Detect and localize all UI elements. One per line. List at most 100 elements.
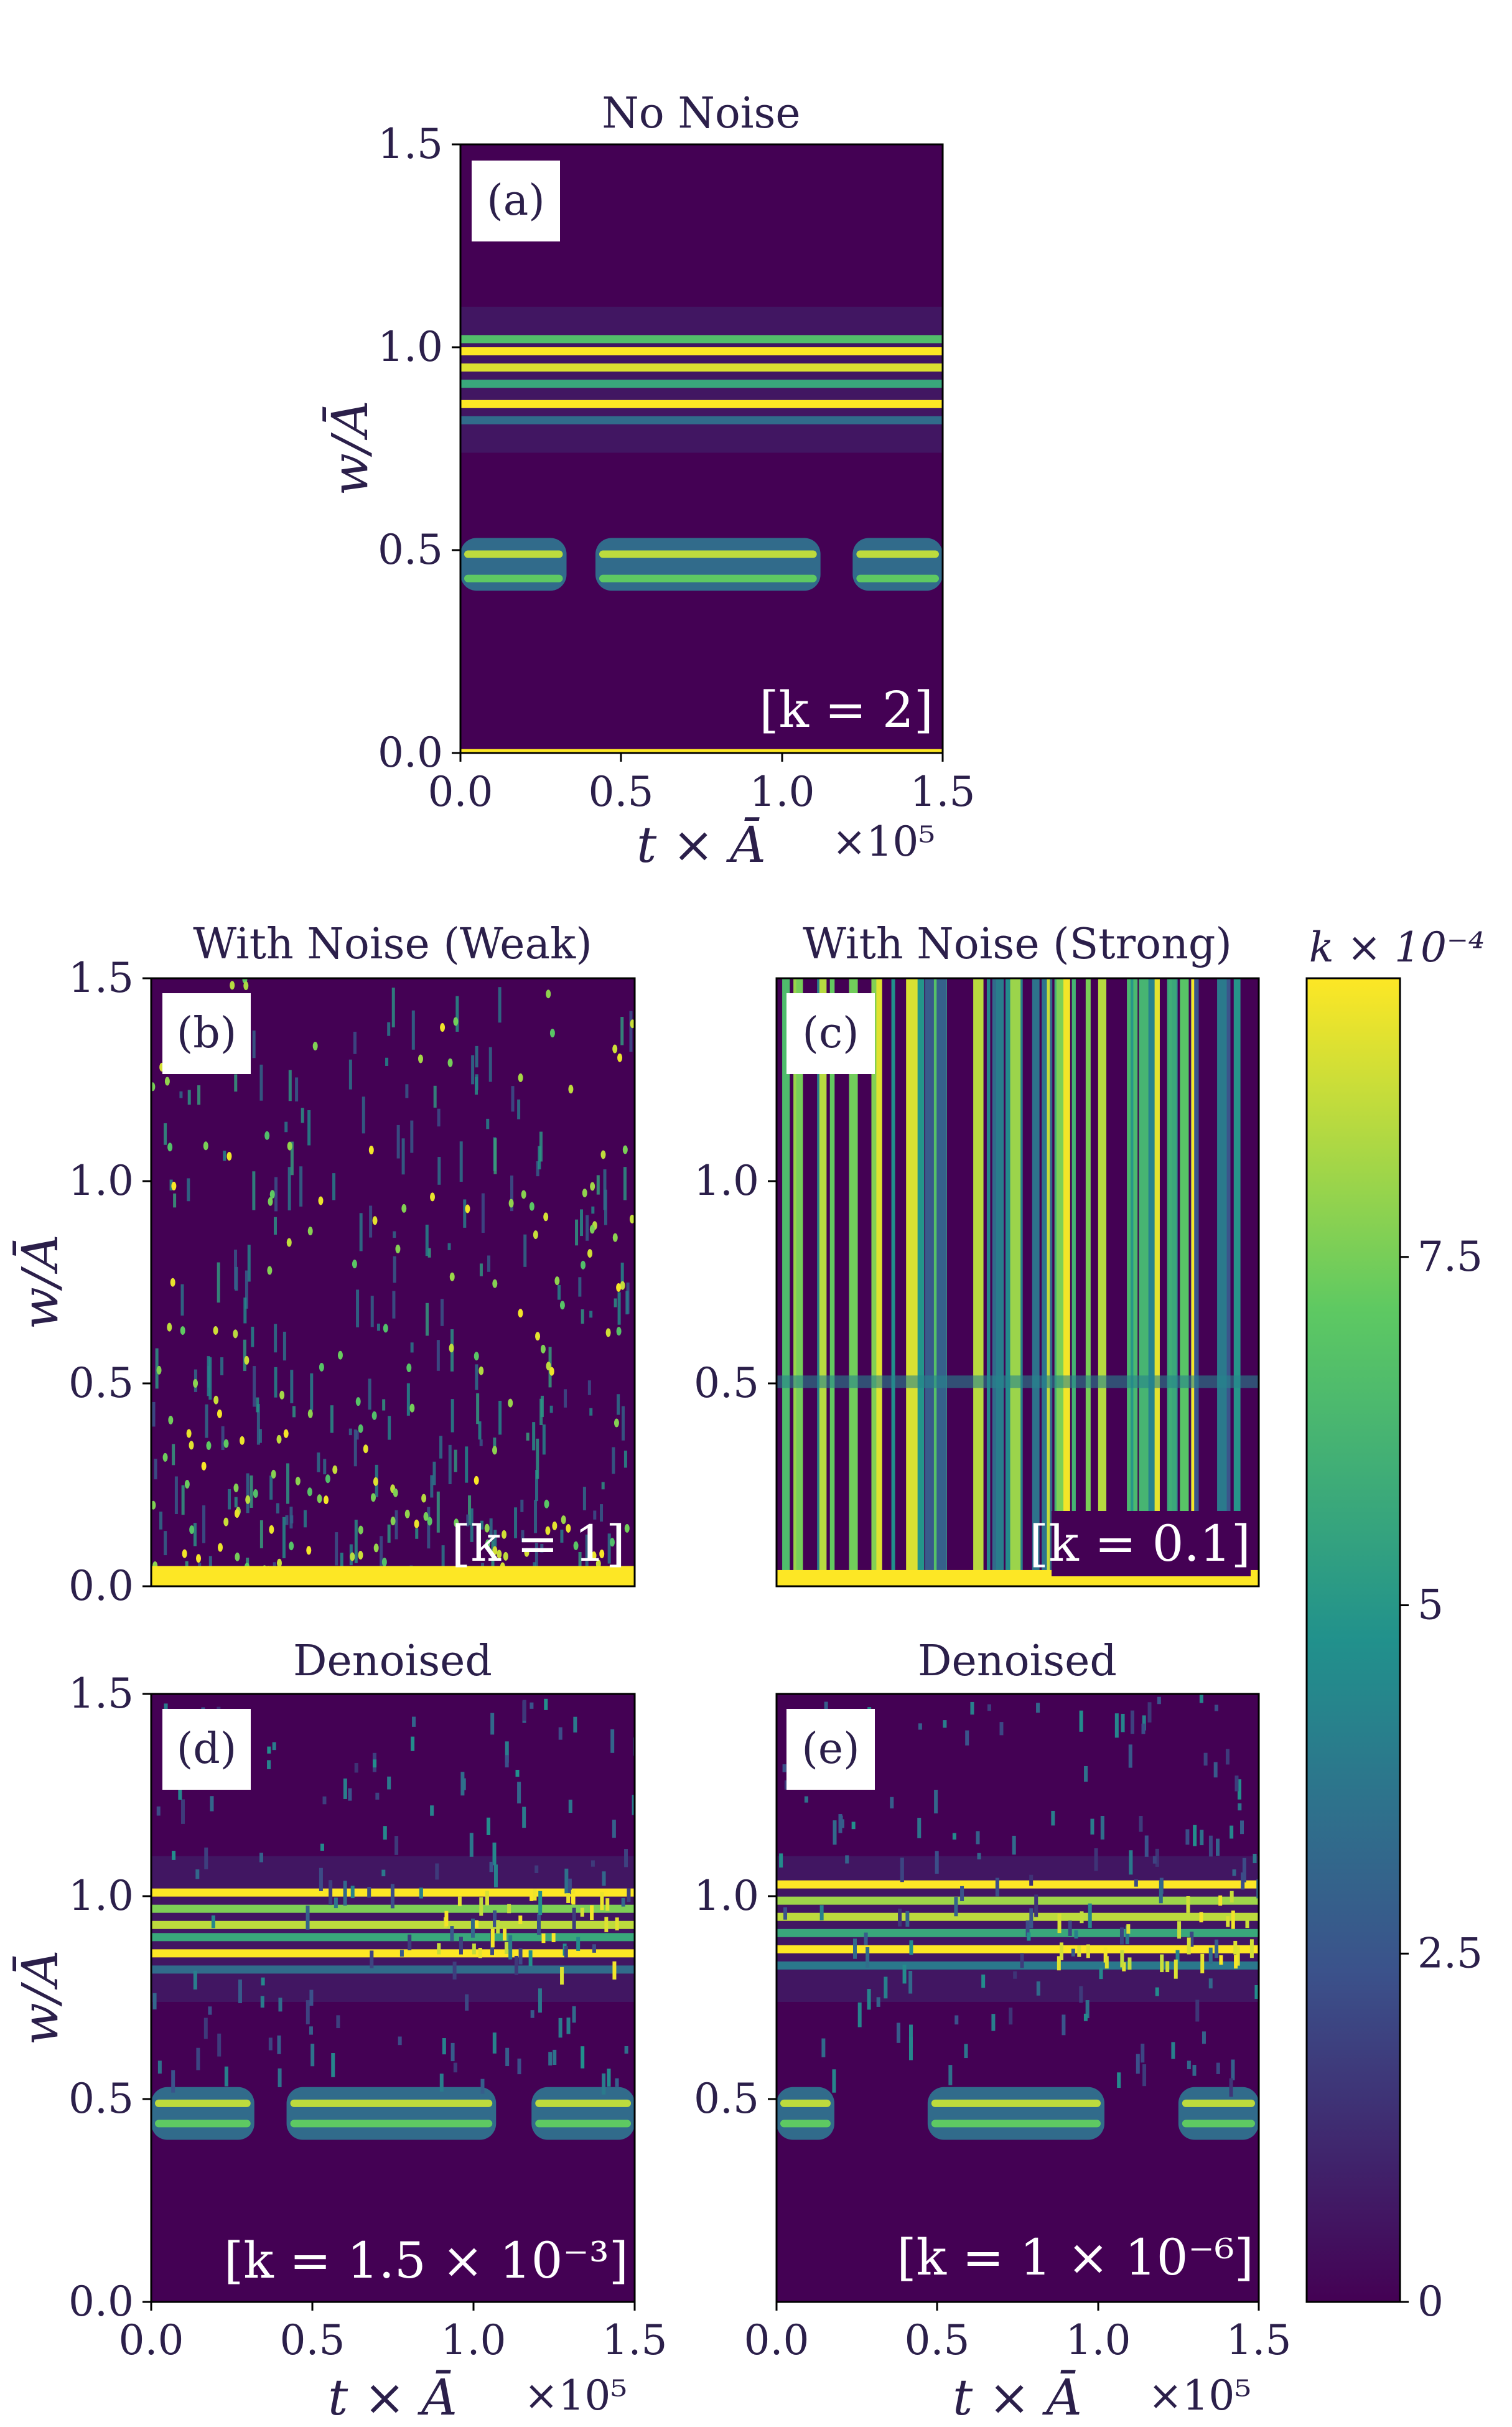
panel-e-noise-speck: [1203, 1752, 1208, 1766]
panel-d-noise-speck: [514, 1955, 518, 1975]
panel-b-noise-streak: [581, 1309, 584, 1324]
panel-b-noise-streak: [441, 1545, 445, 1576]
panel-b-noise-streak: [205, 1404, 208, 1438]
panel-b-noise-dot: [217, 1409, 222, 1418]
panel-d-noise-speck: [439, 2074, 444, 2092]
panel-b-noise-streak: [180, 1284, 184, 1316]
panel-b-noise-dot: [545, 1526, 551, 1535]
panel-e-noise-speck: [1208, 1978, 1213, 1989]
panel-a-ytick-label: 1.5: [378, 120, 443, 168]
panel-c-noise-column: [936, 978, 947, 1586]
panel-d-noise-speck: [452, 1962, 457, 1980]
panel-b-noise-streak: [491, 1540, 495, 1578]
panel-e-noise-speck: [952, 1833, 956, 1840]
panel-b-noise-dot: [218, 1543, 223, 1552]
panel-d-tag: (d): [177, 1724, 237, 1774]
panel-d-noise-speck: [544, 1698, 548, 1710]
panel-c-noise-column: [891, 978, 895, 1586]
panel-d-noise-speck: [459, 1937, 463, 1955]
panel-e-noise-speck: [954, 1897, 958, 1917]
panel-d-noise-speck: [566, 2018, 571, 2034]
panel-d-noise-speck: [581, 2046, 585, 2069]
panel-d-noise-speck: [615, 1917, 619, 1930]
panel-d-noise-speck: [479, 1897, 483, 1916]
panel-d-band-line: [155, 2120, 251, 2128]
panel-d-noise-speck: [632, 1795, 635, 1815]
panel-d-noise-speck: [604, 1917, 609, 1932]
panel-e-noise-speck: [1233, 1940, 1238, 1955]
panel-b-noise-streak: [549, 1405, 553, 1413]
panel-b-noise-streak: [536, 1438, 539, 1479]
panel-d-noise-speck: [612, 1961, 617, 1980]
panel-d-noise-speck: [419, 1887, 423, 1899]
panel-a-band-segment: [852, 538, 943, 591]
panel-b-noise-streak: [253, 1366, 256, 1407]
panel-d-noise-speck: [157, 2060, 162, 2074]
panel-e-noise-speck: [1071, 1948, 1075, 1957]
panel-e-noise-speck: [1213, 1762, 1218, 1778]
panel-d-noise-speck: [538, 1988, 542, 2013]
panel-b-noise-dot: [540, 1344, 546, 1354]
panel-d-noise-speck: [627, 1888, 631, 1902]
panel-b-noise-dot: [573, 1541, 579, 1550]
panel-e-noise-speck: [784, 1780, 788, 1790]
panel-e: Denoised (e) [k = 1 × 10⁻⁶] 0.0 0.5 1.0 …: [694, 1637, 1291, 2426]
panel-d-noise-speck: [268, 2037, 273, 2051]
panel-e-noise-speck: [1128, 1744, 1132, 1768]
panel-b-noise-dot: [186, 1429, 192, 1438]
panel-b-noise-dot: [497, 1550, 502, 1559]
panel-d-xtick-label: 1.5: [602, 2316, 668, 2364]
panel-d-noise-speck: [178, 1787, 182, 1800]
panel-e-noise-speck: [1129, 1850, 1133, 1875]
panel-b-noise-dot: [295, 1476, 301, 1485]
panel-d-noise-speck: [530, 2010, 534, 2018]
panel-e-noise-speck: [948, 2065, 953, 2085]
panel-d-band-segment: [531, 2087, 635, 2140]
panel-b-noise-dot: [427, 1517, 432, 1526]
panel-d-noise-speck: [592, 1944, 596, 1953]
panel-a-heatmap: [460, 306, 943, 753]
panel-b-noise-dot: [279, 1390, 285, 1400]
panel-d-noise-speck: [610, 1729, 615, 1753]
panel-e-noise-speck: [970, 1701, 974, 1715]
panel-e-noise-speck: [909, 1940, 913, 1955]
panel-e-noise-speck: [1155, 1987, 1159, 1996]
panel-b-noise-dot: [352, 1260, 357, 1269]
panel-b-noise-streak: [193, 1523, 197, 1546]
panel-b-noise-streak: [259, 1064, 263, 1101]
panel-c-noise-column: [1167, 978, 1177, 1586]
panel-b-noise-streak: [463, 1199, 467, 1228]
panel-b-noise-streak: [217, 1262, 220, 1303]
panel-b-noise-streak: [310, 1373, 314, 1411]
panel-e-band-line: [931, 2120, 1101, 2128]
panel-b-noise-dot: [337, 1350, 343, 1360]
panel-b-noise-dot: [213, 1326, 218, 1335]
panel-d-noise-speck: [522, 1807, 526, 1828]
panel-d-band: [151, 1904, 635, 1913]
panel-b-noise-streak: [489, 1518, 493, 1539]
panel-d-noise-speck: [553, 2049, 557, 2065]
panel-c-noise-column: [1180, 978, 1189, 1586]
panel-d-noise-speck: [387, 1776, 391, 1790]
panel-b-noise-streak: [232, 1586, 235, 1620]
panel-a-k-label: [k = 2]: [759, 681, 933, 739]
panel-e-noise-speck: [908, 1971, 913, 1994]
panel-a-tag-box: [472, 161, 560, 241]
panel-d-noise-speck: [193, 1970, 197, 1990]
panel-d-noise-speck: [383, 1826, 387, 1840]
panel-b-noise-dot: [465, 1204, 470, 1214]
panel-b-noise-streak: [251, 1326, 254, 1347]
panel-b-noise-dot: [440, 1023, 446, 1032]
panel-a-band-line: [856, 574, 939, 582]
panel-e-band-segment: [777, 2087, 834, 2140]
panel-b-noise-dot: [234, 1509, 240, 1518]
panel-b-noise-dot: [287, 1141, 292, 1151]
panel-e-band-line: [780, 2099, 831, 2107]
panel-b-noise-streak: [419, 1584, 422, 1586]
panel-e-noise-speck: [1062, 2014, 1066, 2036]
panel-b-noise-streak: [612, 1447, 615, 1474]
panel-c-noise-column: [1146, 978, 1155, 1586]
panel-b-noise-streak: [187, 1090, 191, 1105]
panel-b-noise-streak: [622, 1406, 625, 1441]
panel-b-noise-streak: [274, 1367, 278, 1398]
